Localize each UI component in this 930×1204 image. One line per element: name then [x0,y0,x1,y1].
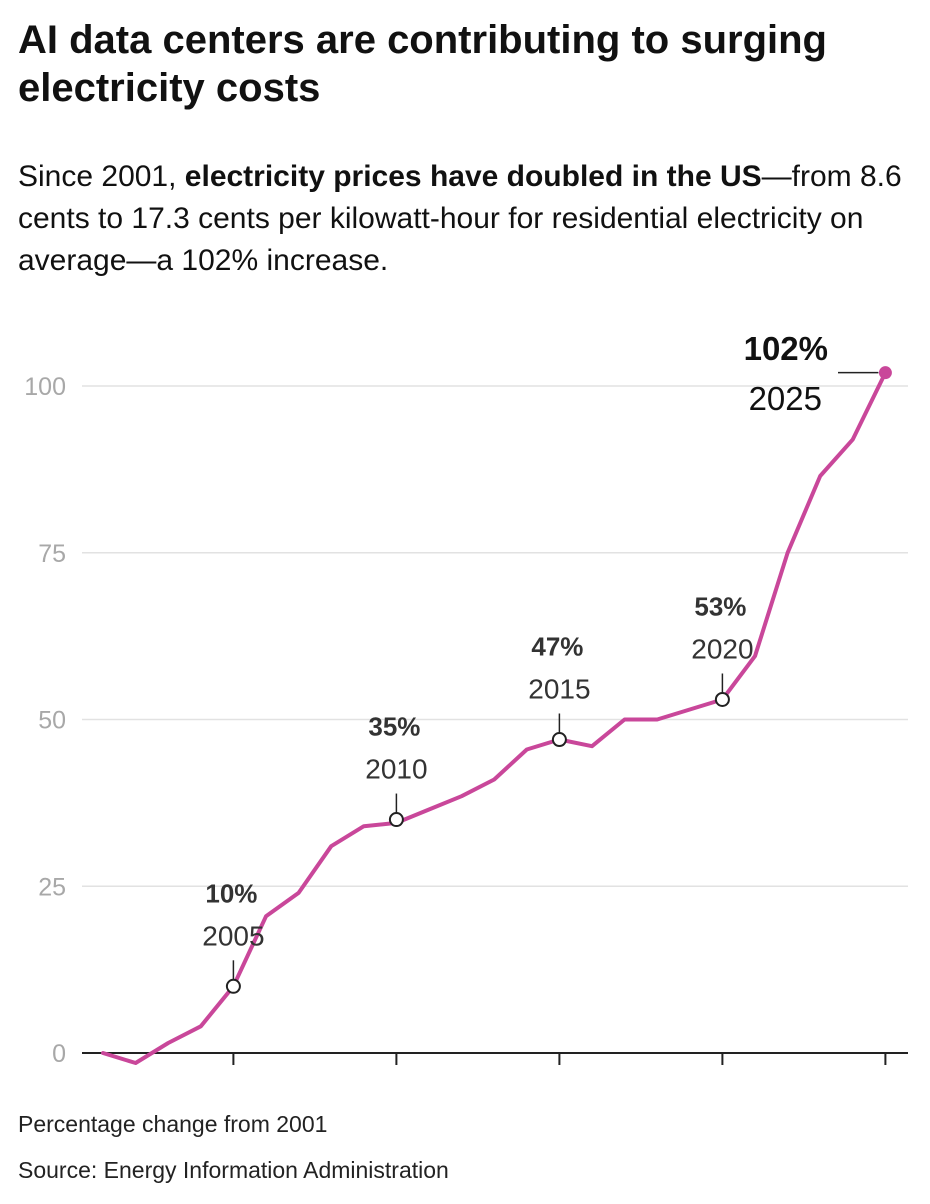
y-tick-label: 0 [52,1040,66,1068]
annotation-value: 35% [368,712,420,742]
source-note: Source: Energy Information Administratio… [18,1157,449,1183]
y-axis-ticks: 0 25 50 75 100 [24,373,66,1068]
y-tick-label: 75 [38,540,66,568]
series-line-group [101,370,888,1065]
annotation-value: 47% [531,632,583,662]
subtitle-lead: Since 2001, [18,160,185,193]
y-tick-label: 100 [24,373,66,401]
annotation-value: 102% [744,330,828,367]
annotation-marker [225,978,241,994]
gridlines [82,385,908,887]
subtitle-rest: —from 8.6 cents to 17.3 cents per kilowa… [18,160,902,277]
annotation-year: 2020 [691,633,753,664]
chart-title: AI data centers are contributing to surg… [18,18,827,110]
annotations: 2005 10% 2010 35% 2015 47% 2020 53% 102% 2025 [202,330,892,994]
subtitle-emphasis: electricity prices have doubled in the U… [184,160,762,193]
annotation-year: 2015 [528,674,590,705]
annotation-marker [714,691,730,707]
chart-note: Percentage change from 2001 [18,1111,328,1137]
series-line [101,370,888,1065]
annotation-value: 10% [205,878,257,908]
annotation-value: 53% [694,591,746,621]
annotation-year: 2010 [365,754,427,785]
x-axis [82,1052,908,1065]
y-tick-label: 50 [38,707,66,735]
annotation-year: 2025 [749,380,822,417]
final-point-marker [878,366,892,380]
chart-subtitle: Since 2001, electricity prices have doub… [18,156,918,282]
annotation-marker [388,812,404,828]
y-tick-label: 25 [38,873,66,901]
annotation-marker [551,732,567,748]
annotation-year: 2005 [202,920,264,951]
